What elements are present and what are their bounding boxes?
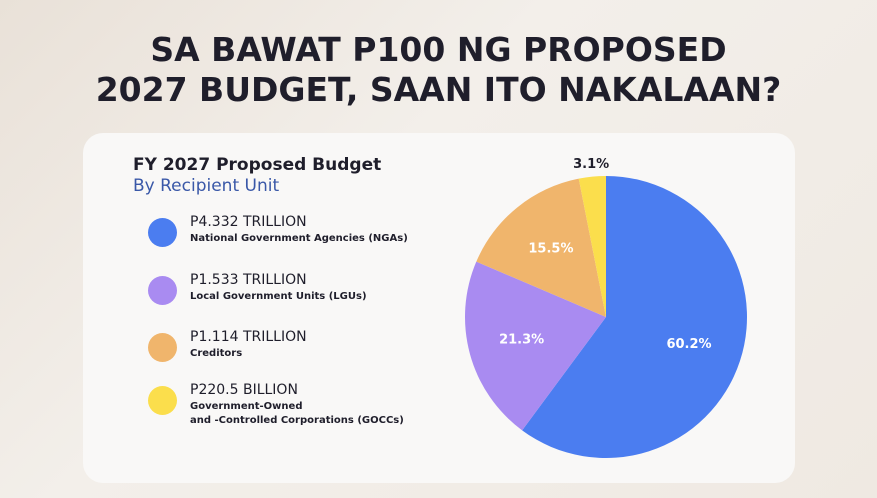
title: SA BAWAT P100 NG PROPOSED 2027 BUDGET, S… (95, 30, 782, 109)
legend-amount: P4.332 TRILLION (190, 214, 307, 230)
legend-label: Government-Owned and -Controlled Corpora… (190, 401, 404, 426)
slice-label: 3.1% (573, 157, 609, 172)
slice-label: 15.5% (528, 242, 573, 257)
subtitle: By Recipient Unit (133, 176, 280, 196)
legend-amount: P220.5 BILLION (190, 382, 298, 398)
pie-slice (522, 176, 747, 458)
legend-swatch (148, 333, 177, 362)
pie-slice (578, 176, 606, 317)
legend-label: National Government Agencies (NGAs) (190, 233, 408, 244)
subtitle: FY 2027 Proposed Budget (133, 155, 382, 175)
legend-swatch (148, 218, 177, 247)
legend-swatch (148, 386, 177, 415)
slice-label: 21.3% (499, 332, 544, 347)
legend-label: Local Government Units (LGUs) (190, 291, 367, 302)
slice-label: 60.2% (666, 337, 711, 352)
legend-amount: P1.533 TRILLION (190, 272, 307, 288)
pie-slice (465, 261, 606, 431)
pie-slice (476, 178, 606, 317)
legend-label: Creditors (190, 348, 243, 359)
legend-amount: P1.114 TRILLION (190, 329, 307, 345)
legend-swatch (148, 276, 177, 305)
